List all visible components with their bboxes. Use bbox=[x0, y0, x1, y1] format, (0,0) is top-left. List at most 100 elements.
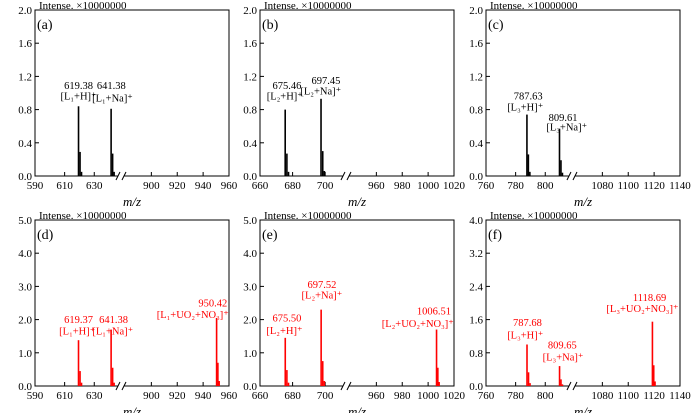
peak-annotation: 619.37 bbox=[64, 315, 93, 326]
x-tick-label: 960 bbox=[368, 390, 385, 402]
y-axis-header: Intense. ×10000000 bbox=[39, 210, 127, 222]
axis-break-mark bbox=[115, 171, 121, 181]
x-tick-label: 960 bbox=[368, 180, 385, 192]
axis-break-mark bbox=[115, 381, 121, 391]
y-tick-label: 0.0 bbox=[18, 171, 32, 183]
y-tick-label: 2.0 bbox=[243, 5, 257, 17]
x-tick-label: 1100 bbox=[617, 180, 639, 192]
x-tick-label: 1080 bbox=[591, 180, 614, 192]
peak-annotation: [L₂+UO₂+NO₃]⁺ bbox=[382, 319, 455, 330]
plot-frame bbox=[259, 219, 455, 387]
peak-annotation: 1006.51 bbox=[417, 307, 451, 318]
y-axis-header: Intense. ×10000000 bbox=[264, 210, 352, 222]
y-tick-label: 0.4 bbox=[469, 138, 483, 150]
y-tick-label: 2.0 bbox=[18, 5, 32, 17]
peak-annotation: [L₁+H]⁺ bbox=[59, 327, 96, 338]
y-axis-header: Intense. ×10000000 bbox=[490, 0, 578, 12]
x-tick-label: 900 bbox=[143, 390, 160, 402]
axis-break-mark bbox=[566, 171, 572, 181]
x-tick-label: 900 bbox=[143, 180, 160, 192]
panel-label: (f) bbox=[488, 228, 502, 243]
y-tick-label: 4.0 bbox=[18, 248, 32, 260]
y-tick-label: 4.0 bbox=[243, 248, 257, 260]
y-tick-label: 2.0 bbox=[18, 315, 32, 327]
y-tick-label: 3.0 bbox=[243, 281, 257, 293]
x-tick-label: 760 bbox=[478, 390, 495, 402]
y-tick-label: 1.6 bbox=[469, 315, 483, 327]
y-tick-label: 3.0 bbox=[18, 281, 32, 293]
peak-annotation: [L₃+H]⁺ bbox=[507, 330, 544, 341]
peak-annotation: [L₁+H]⁺ bbox=[60, 92, 97, 103]
axis-break-mask bbox=[342, 171, 350, 181]
plot-frame bbox=[34, 9, 230, 177]
peak-annotation: [L₃+UO₂+NO₃]⁺ bbox=[606, 304, 679, 315]
axis-break-mask bbox=[568, 381, 576, 391]
y-tick-label: 0.4 bbox=[243, 138, 257, 150]
y-tick-label: 1.2 bbox=[469, 71, 483, 83]
peak-annotation: 675.50 bbox=[272, 313, 301, 324]
peak-annotation: 619.38 bbox=[64, 81, 93, 92]
y-tick-label: 3.2 bbox=[469, 248, 483, 260]
peak-annotation: 697.45 bbox=[312, 76, 341, 87]
y-tick-label: 1.6 bbox=[18, 38, 32, 50]
y-tick-label: 2.0 bbox=[243, 315, 257, 327]
x-axis-label: m/z bbox=[123, 404, 141, 413]
axis-break-mark bbox=[340, 381, 346, 391]
peak-annotation: [L₂+H]⁺ bbox=[267, 92, 304, 103]
x-axis-label: m/z bbox=[574, 194, 592, 209]
chart-panel-a: 0.0 0.4 0.8 1.2 1.6 2.0 590 610 630 900 920 940 960 m… bbox=[18, 0, 238, 209]
peak-annotation: [L₃+Na]⁺ bbox=[546, 122, 587, 133]
y-tick-label: 0.0 bbox=[469, 171, 483, 183]
y-tick-label: 2.0 bbox=[469, 5, 483, 17]
x-tick-label: 1140 bbox=[669, 390, 691, 402]
x-tick-label: 920 bbox=[169, 180, 186, 192]
y-tick-label: 1.0 bbox=[18, 348, 32, 360]
chart-panel-d: 0.0 1.0 2.0 3.0 4.0 5.0 590 610 630 900 920 940 960 m… bbox=[18, 210, 238, 413]
x-tick-label: 800 bbox=[537, 180, 554, 192]
panel-label: (a) bbox=[37, 18, 53, 33]
panel-label: (d) bbox=[37, 228, 54, 243]
chart-panel-b: 0.0 0.4 0.8 1.2 1.6 2.0 660 680 700 960 980 1000 102… bbox=[243, 0, 465, 209]
y-tick-label: 0.0 bbox=[469, 381, 483, 393]
x-tick-label: 630 bbox=[86, 390, 103, 402]
x-tick-label: 800 bbox=[537, 390, 554, 402]
x-tick-label: 1100 bbox=[617, 390, 639, 402]
x-tick-label: 1020 bbox=[443, 180, 466, 192]
x-tick-label: 940 bbox=[195, 390, 212, 402]
y-tick-label: 1.2 bbox=[243, 71, 257, 83]
chart-panel-f: 0.0 0.8 1.6 2.4 3.2 4.0 760 780 800 1080 1100 1120 1… bbox=[469, 210, 691, 413]
peak-annotation: 641.38 bbox=[97, 81, 126, 92]
x-tick-label: 780 bbox=[507, 390, 524, 402]
y-tick-label: 1.6 bbox=[469, 38, 483, 50]
axis-break-mask bbox=[117, 171, 125, 181]
peak-annotation: 950.42 bbox=[198, 298, 227, 309]
x-tick-label: 980 bbox=[394, 390, 411, 402]
y-tick-label: 5.0 bbox=[243, 215, 257, 227]
x-tick-label: 960 bbox=[221, 390, 238, 402]
y-tick-label: 0.8 bbox=[469, 105, 483, 117]
x-tick-label: 1140 bbox=[669, 180, 691, 192]
x-tick-label: 700 bbox=[317, 180, 334, 192]
x-tick-label: 760 bbox=[478, 180, 495, 192]
peak-annotation: [L₂+H]⁺ bbox=[266, 326, 303, 337]
x-tick-label: 980 bbox=[394, 180, 411, 192]
panel-label: (e) bbox=[262, 228, 278, 243]
y-tick-label: 0.0 bbox=[18, 381, 32, 393]
x-tick-label: 920 bbox=[169, 390, 186, 402]
x-axis-label: m/z bbox=[574, 404, 592, 413]
axis-break-mark bbox=[346, 381, 352, 391]
axis-break-mark bbox=[121, 171, 127, 181]
x-tick-label: 1000 bbox=[417, 390, 440, 402]
x-tick-label: 610 bbox=[56, 180, 73, 192]
y-axis-header: Intense. ×10000000 bbox=[39, 0, 127, 12]
peak-annotation: 809.61 bbox=[549, 113, 578, 124]
x-tick-label: 960 bbox=[221, 180, 238, 192]
x-tick-label: 1120 bbox=[643, 390, 665, 402]
peak-annotation: 641.38 bbox=[99, 315, 128, 326]
x-tick-label: 680 bbox=[284, 180, 301, 192]
x-tick-label: 660 bbox=[252, 180, 269, 192]
y-axis-header: Intense. ×10000000 bbox=[264, 0, 352, 12]
peak-annotation: [L₁+UO₂+NO₃]⁺ bbox=[157, 310, 230, 321]
y-axis-header: Intense. ×10000000 bbox=[490, 210, 578, 222]
